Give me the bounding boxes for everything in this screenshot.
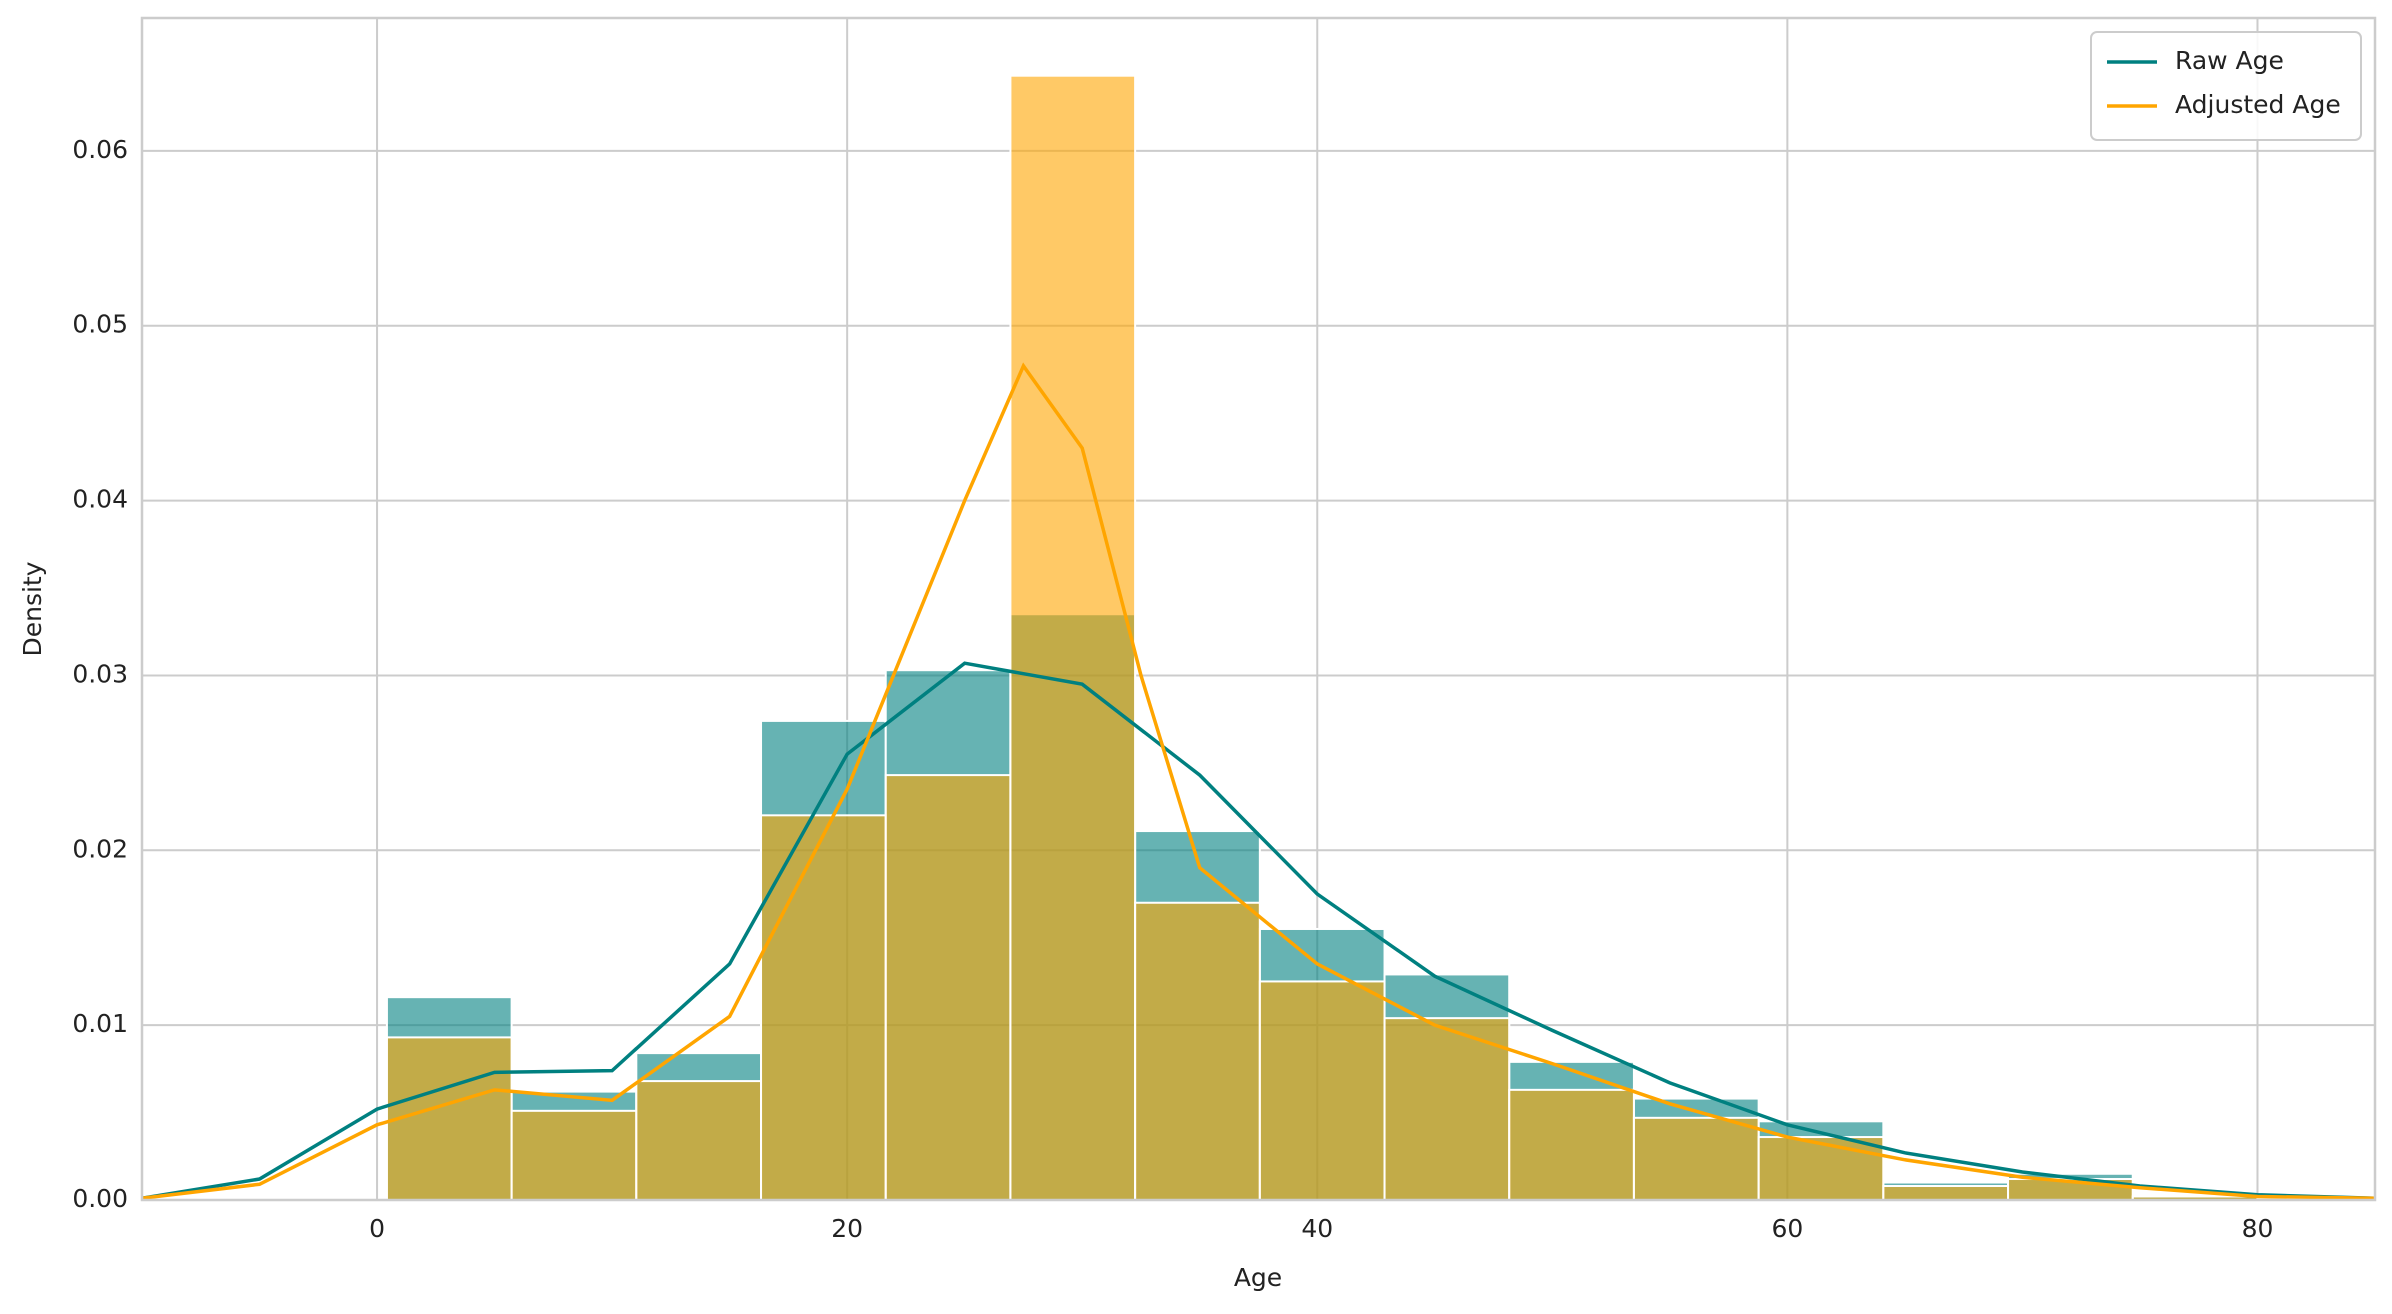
histogram-bar bbox=[1508, 1088, 1635, 1201]
legend-label: Raw Age bbox=[2175, 46, 2284, 75]
histogram-bar bbox=[1383, 1017, 1511, 1202]
x-tick-label: 0 bbox=[369, 1214, 385, 1243]
y-tick-label: 0.05 bbox=[72, 310, 128, 339]
histogram-bar bbox=[1258, 980, 1386, 1202]
y-tick-label: 0.01 bbox=[72, 1009, 128, 1038]
histogram-bar bbox=[1882, 1185, 2010, 1202]
histogram-bar bbox=[884, 774, 1012, 1202]
x-axis-label: Age bbox=[1234, 1263, 1282, 1292]
histogram-bar bbox=[510, 1109, 638, 1201]
y-tick-label: 0.04 bbox=[72, 485, 128, 514]
y-tick-label: 0.06 bbox=[72, 135, 128, 164]
x-tick-label: 40 bbox=[1301, 1214, 1333, 1243]
legend-box bbox=[2090, 31, 2362, 141]
kde-line bbox=[141, 661, 2376, 1200]
histogram-bar bbox=[1632, 1116, 1760, 1202]
plot-frame bbox=[140, 16, 2377, 1202]
x-tick-label: 60 bbox=[1771, 1214, 1803, 1243]
histogram-bar bbox=[760, 814, 887, 1201]
y-tick-label: 0.00 bbox=[72, 1184, 128, 1213]
histogram-bar bbox=[1757, 1136, 1885, 1201]
histogram-bar bbox=[385, 1036, 513, 1201]
x-tick-label: 80 bbox=[2242, 1214, 2274, 1243]
legend-label: Adjusted Age bbox=[2175, 90, 2341, 119]
y-axis-label: Density bbox=[18, 561, 47, 656]
x-tick-label: 20 bbox=[831, 1214, 863, 1243]
kde-line bbox=[141, 362, 2376, 1200]
histogram-bar bbox=[1134, 901, 1261, 1201]
y-tick-label: 0.02 bbox=[72, 834, 128, 863]
histogram-bar bbox=[1009, 74, 1137, 1202]
y-tick-label: 0.03 bbox=[72, 659, 128, 688]
histogram-bar bbox=[635, 1080, 763, 1201]
